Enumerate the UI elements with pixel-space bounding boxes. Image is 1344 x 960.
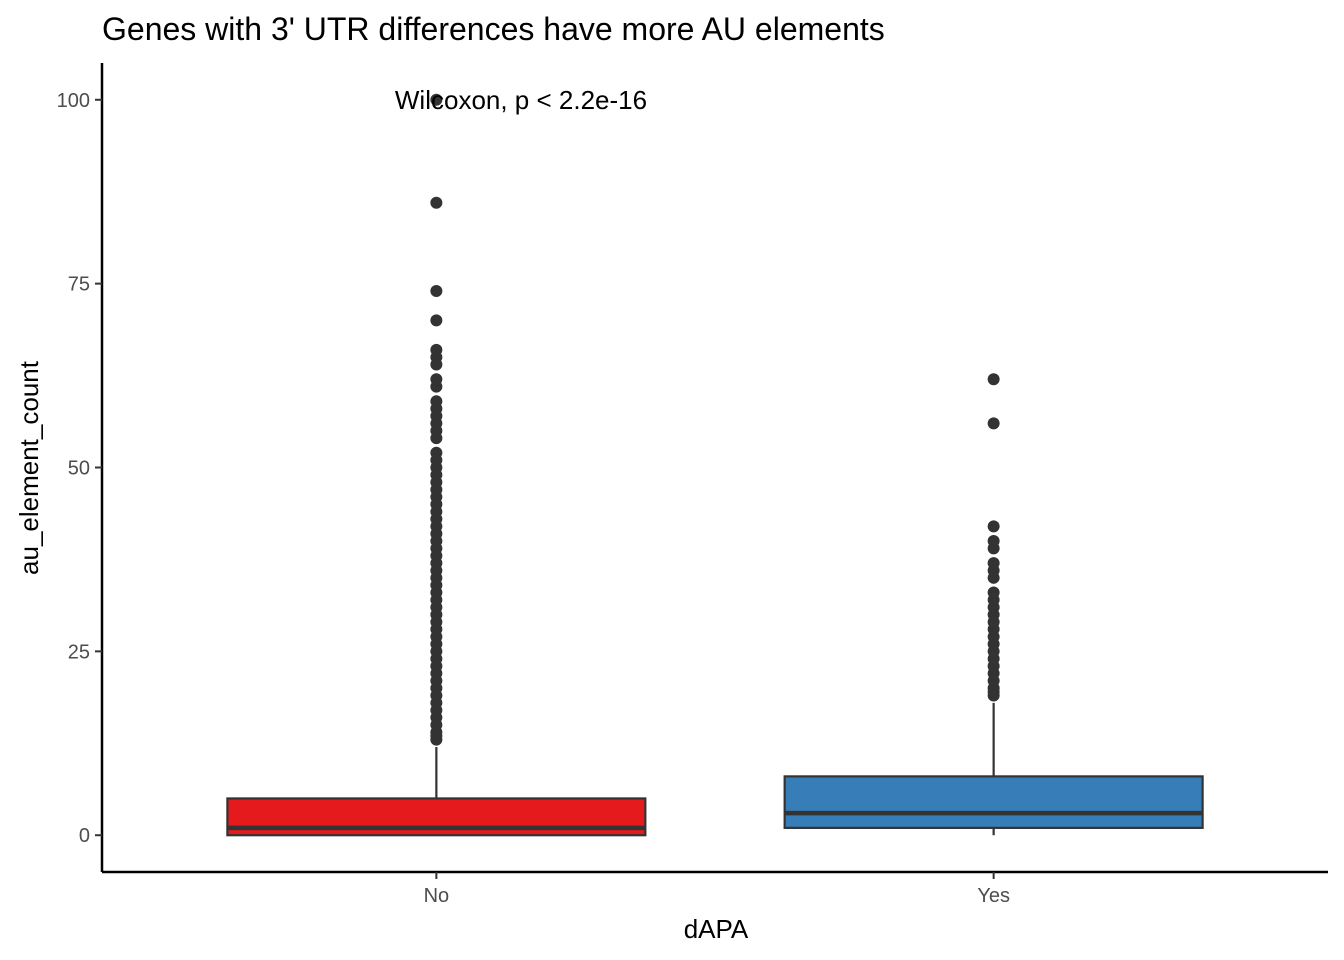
outlier-no-40	[430, 446, 443, 459]
box-group-yes	[783, 373, 1204, 836]
outlier-no-53	[430, 284, 443, 297]
y-tick-label-25: 25	[68, 641, 90, 663]
y-axis-title: au_element_count	[14, 360, 44, 575]
x-tick-label-yes: Yes	[977, 885, 1010, 907]
outlier-yes-23	[987, 373, 1000, 386]
outlier-yes-20	[987, 535, 1000, 548]
outlier-yes-15	[987, 586, 1000, 599]
box-yes	[783, 775, 1204, 829]
x-tick-label-no: No	[424, 885, 450, 907]
wilcoxon-annotation: Wilcoxon, p < 2.2e-16	[395, 85, 647, 115]
outlier-no-48	[430, 373, 443, 386]
outlier-no-51	[430, 343, 443, 356]
outlier-yes-22	[987, 417, 1000, 430]
plot-area	[226, 93, 1204, 837]
outlier-no-54	[430, 196, 443, 209]
y-tick-label-75: 75	[68, 274, 90, 296]
x-axis-title: dAPA	[684, 914, 749, 944]
y-tick-label-0: 0	[79, 825, 90, 847]
outlier-yes-18	[987, 557, 1000, 570]
box-group-no	[226, 93, 647, 837]
outlier-no-46	[430, 395, 443, 408]
y-tick-label-100: 100	[57, 90, 90, 112]
outlier-no-55	[430, 93, 443, 106]
chart-title: Genes with 3' UTR differences have more …	[102, 11, 885, 47]
y-tick-label-50: 50	[68, 458, 90, 480]
outlier-no-52	[430, 314, 443, 327]
y-axis: 0 25 50 75 100	[57, 63, 104, 872]
outlier-yes-21	[987, 520, 1000, 533]
x-axis: No Yes	[102, 870, 1328, 907]
